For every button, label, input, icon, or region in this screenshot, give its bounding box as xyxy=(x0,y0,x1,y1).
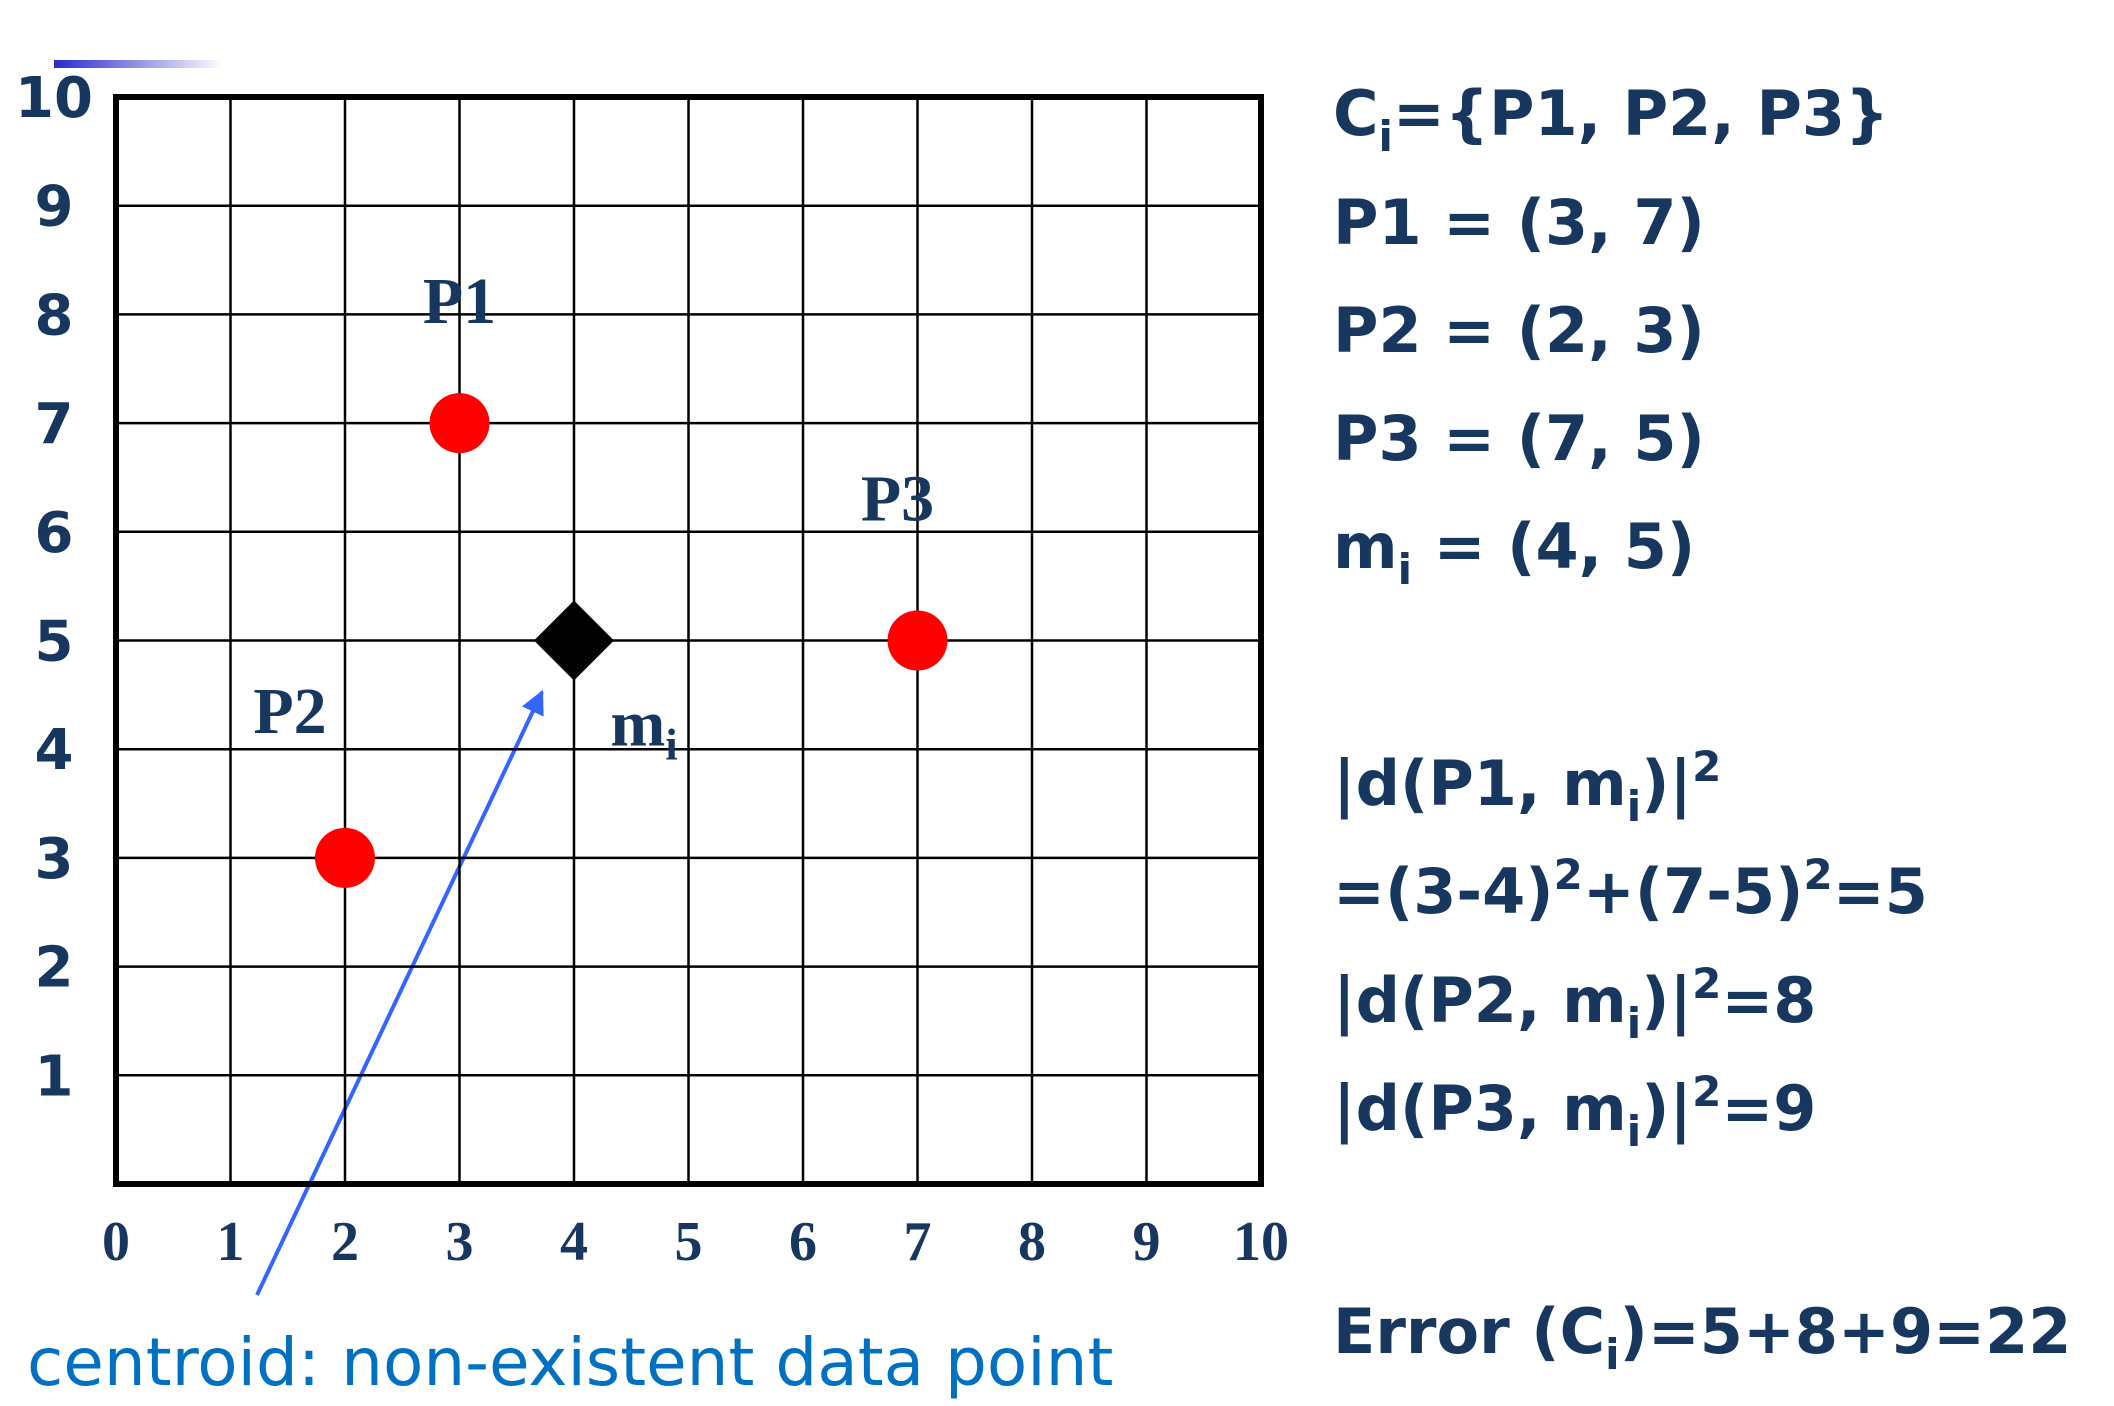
centroid-marker xyxy=(534,600,614,681)
x-tick-label: 4 xyxy=(560,1211,588,1273)
data-point xyxy=(887,610,948,671)
point-label: P2 xyxy=(253,675,326,748)
note-segment: |d(P1, m xyxy=(1333,747,1627,821)
note-line: |d(P3, mi)|2=9 xyxy=(1333,1067,1816,1156)
x-tick-label: 8 xyxy=(1018,1211,1046,1273)
point-label: P3 xyxy=(861,463,934,536)
note-segment: C xyxy=(1333,77,1379,150)
y-tick-label: 7 xyxy=(35,392,74,457)
note-segment: =9 xyxy=(1721,1072,1816,1145)
data-point xyxy=(315,827,375,888)
note-segment: )=5+8+9=22 xyxy=(1620,1295,2072,1368)
note-segment: 2 xyxy=(1692,742,1721,791)
note-segment: Error (C xyxy=(1333,1295,1605,1368)
note-segment: i xyxy=(1398,545,1412,594)
note-segment: P3 = (7, 5) xyxy=(1333,402,1705,475)
note-line: P1 = (3, 7) xyxy=(1333,186,1705,259)
note-segment: )| xyxy=(1641,747,1692,821)
note-line: |d(P1, mi)|2 xyxy=(1333,742,1721,831)
note-segment: i xyxy=(1627,782,1641,831)
note-segment: 2 xyxy=(1554,850,1583,899)
note-segment: ={P1, P2, P3} xyxy=(1393,77,1889,150)
note-line: Ci={P1, P2, P3} xyxy=(1333,77,1889,161)
annotation: centroid: non-existent data point xyxy=(27,1324,1113,1401)
note-segment: )| xyxy=(1641,1072,1692,1146)
point-label-text: P3 xyxy=(861,463,934,536)
note-segment: =5 xyxy=(1833,855,1928,928)
y-tick-label: 10 xyxy=(15,66,93,131)
note-segment: i xyxy=(1605,1330,1619,1379)
note-line: P3 = (7, 5) xyxy=(1333,402,1705,475)
note-segment: 2 xyxy=(1692,1067,1721,1116)
note-segment: )| xyxy=(1641,964,1692,1038)
note-segment: = (4, 5) xyxy=(1412,510,1695,583)
note-segment: |d(P2, m xyxy=(1333,964,1627,1038)
point-label: P1 xyxy=(423,265,496,338)
note-segment: 2 xyxy=(1804,850,1833,899)
point-label-text: P2 xyxy=(253,675,326,748)
y-tick-label: 4 xyxy=(35,718,74,783)
x-tick-label: 7 xyxy=(904,1211,932,1273)
y-tick-label: 6 xyxy=(35,501,74,566)
note-line: mi = (4, 5) xyxy=(1333,510,1695,594)
point-label-text: m xyxy=(610,688,665,761)
y-tick-label: 3 xyxy=(35,827,74,892)
note-line: Error (Ci)=5+8+9=22 xyxy=(1333,1295,2071,1379)
point-label-text: P1 xyxy=(423,265,496,338)
note-line: |d(P2, mi)|2=8 xyxy=(1333,959,1816,1048)
x-tick-label: 3 xyxy=(446,1211,474,1273)
note-segment: P2 = (2, 3) xyxy=(1333,294,1705,367)
point-label: mi xyxy=(610,688,677,770)
note-segment: i xyxy=(1627,999,1641,1048)
x-tick-label: 1 xyxy=(217,1211,245,1273)
x-tick-label: 2 xyxy=(331,1211,359,1273)
y-tick-label: 9 xyxy=(35,175,74,240)
note-segment: m xyxy=(1333,510,1398,583)
note-segment: P1 = (3, 7) xyxy=(1333,186,1705,259)
plot-border xyxy=(113,94,1264,1187)
decoration-bar xyxy=(54,60,224,68)
note-line: =(3-4)2+(7-5)2=5 xyxy=(1333,850,1928,928)
note-segment: |d(P3, m xyxy=(1333,1072,1627,1146)
note-segment: =(3-4) xyxy=(1333,855,1554,928)
x-tick-label: 5 xyxy=(675,1211,703,1273)
x-tick-label: 10 xyxy=(1233,1211,1289,1273)
annotation-arrow xyxy=(255,689,544,1296)
data-point xyxy=(429,393,490,454)
note-segment: =8 xyxy=(1721,964,1816,1037)
note-segment: i xyxy=(1379,112,1393,161)
y-tick-label: 2 xyxy=(35,936,74,1001)
point-label-sub: i xyxy=(665,721,677,770)
x-tick-label: 9 xyxy=(1133,1211,1161,1273)
y-tick-label: 8 xyxy=(35,283,74,348)
x-tick-label: 6 xyxy=(789,1211,817,1273)
x-tick-label: 0 xyxy=(102,1211,130,1273)
note-segment: i xyxy=(1627,1107,1641,1156)
note-line: P2 = (2, 3) xyxy=(1333,294,1705,367)
y-tick-label: 1 xyxy=(35,1044,74,1109)
note-segment: +(7-5) xyxy=(1583,855,1804,928)
note-segment: 2 xyxy=(1692,959,1721,1008)
y-tick-label: 5 xyxy=(35,610,74,675)
